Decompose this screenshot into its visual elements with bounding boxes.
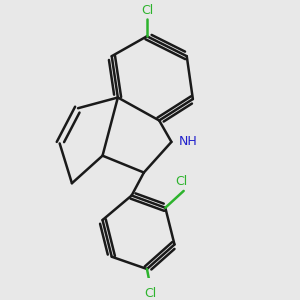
Text: Cl: Cl [141, 4, 153, 17]
Text: Cl: Cl [144, 287, 156, 300]
Text: Cl: Cl [175, 175, 187, 188]
Text: NH: NH [178, 135, 197, 148]
